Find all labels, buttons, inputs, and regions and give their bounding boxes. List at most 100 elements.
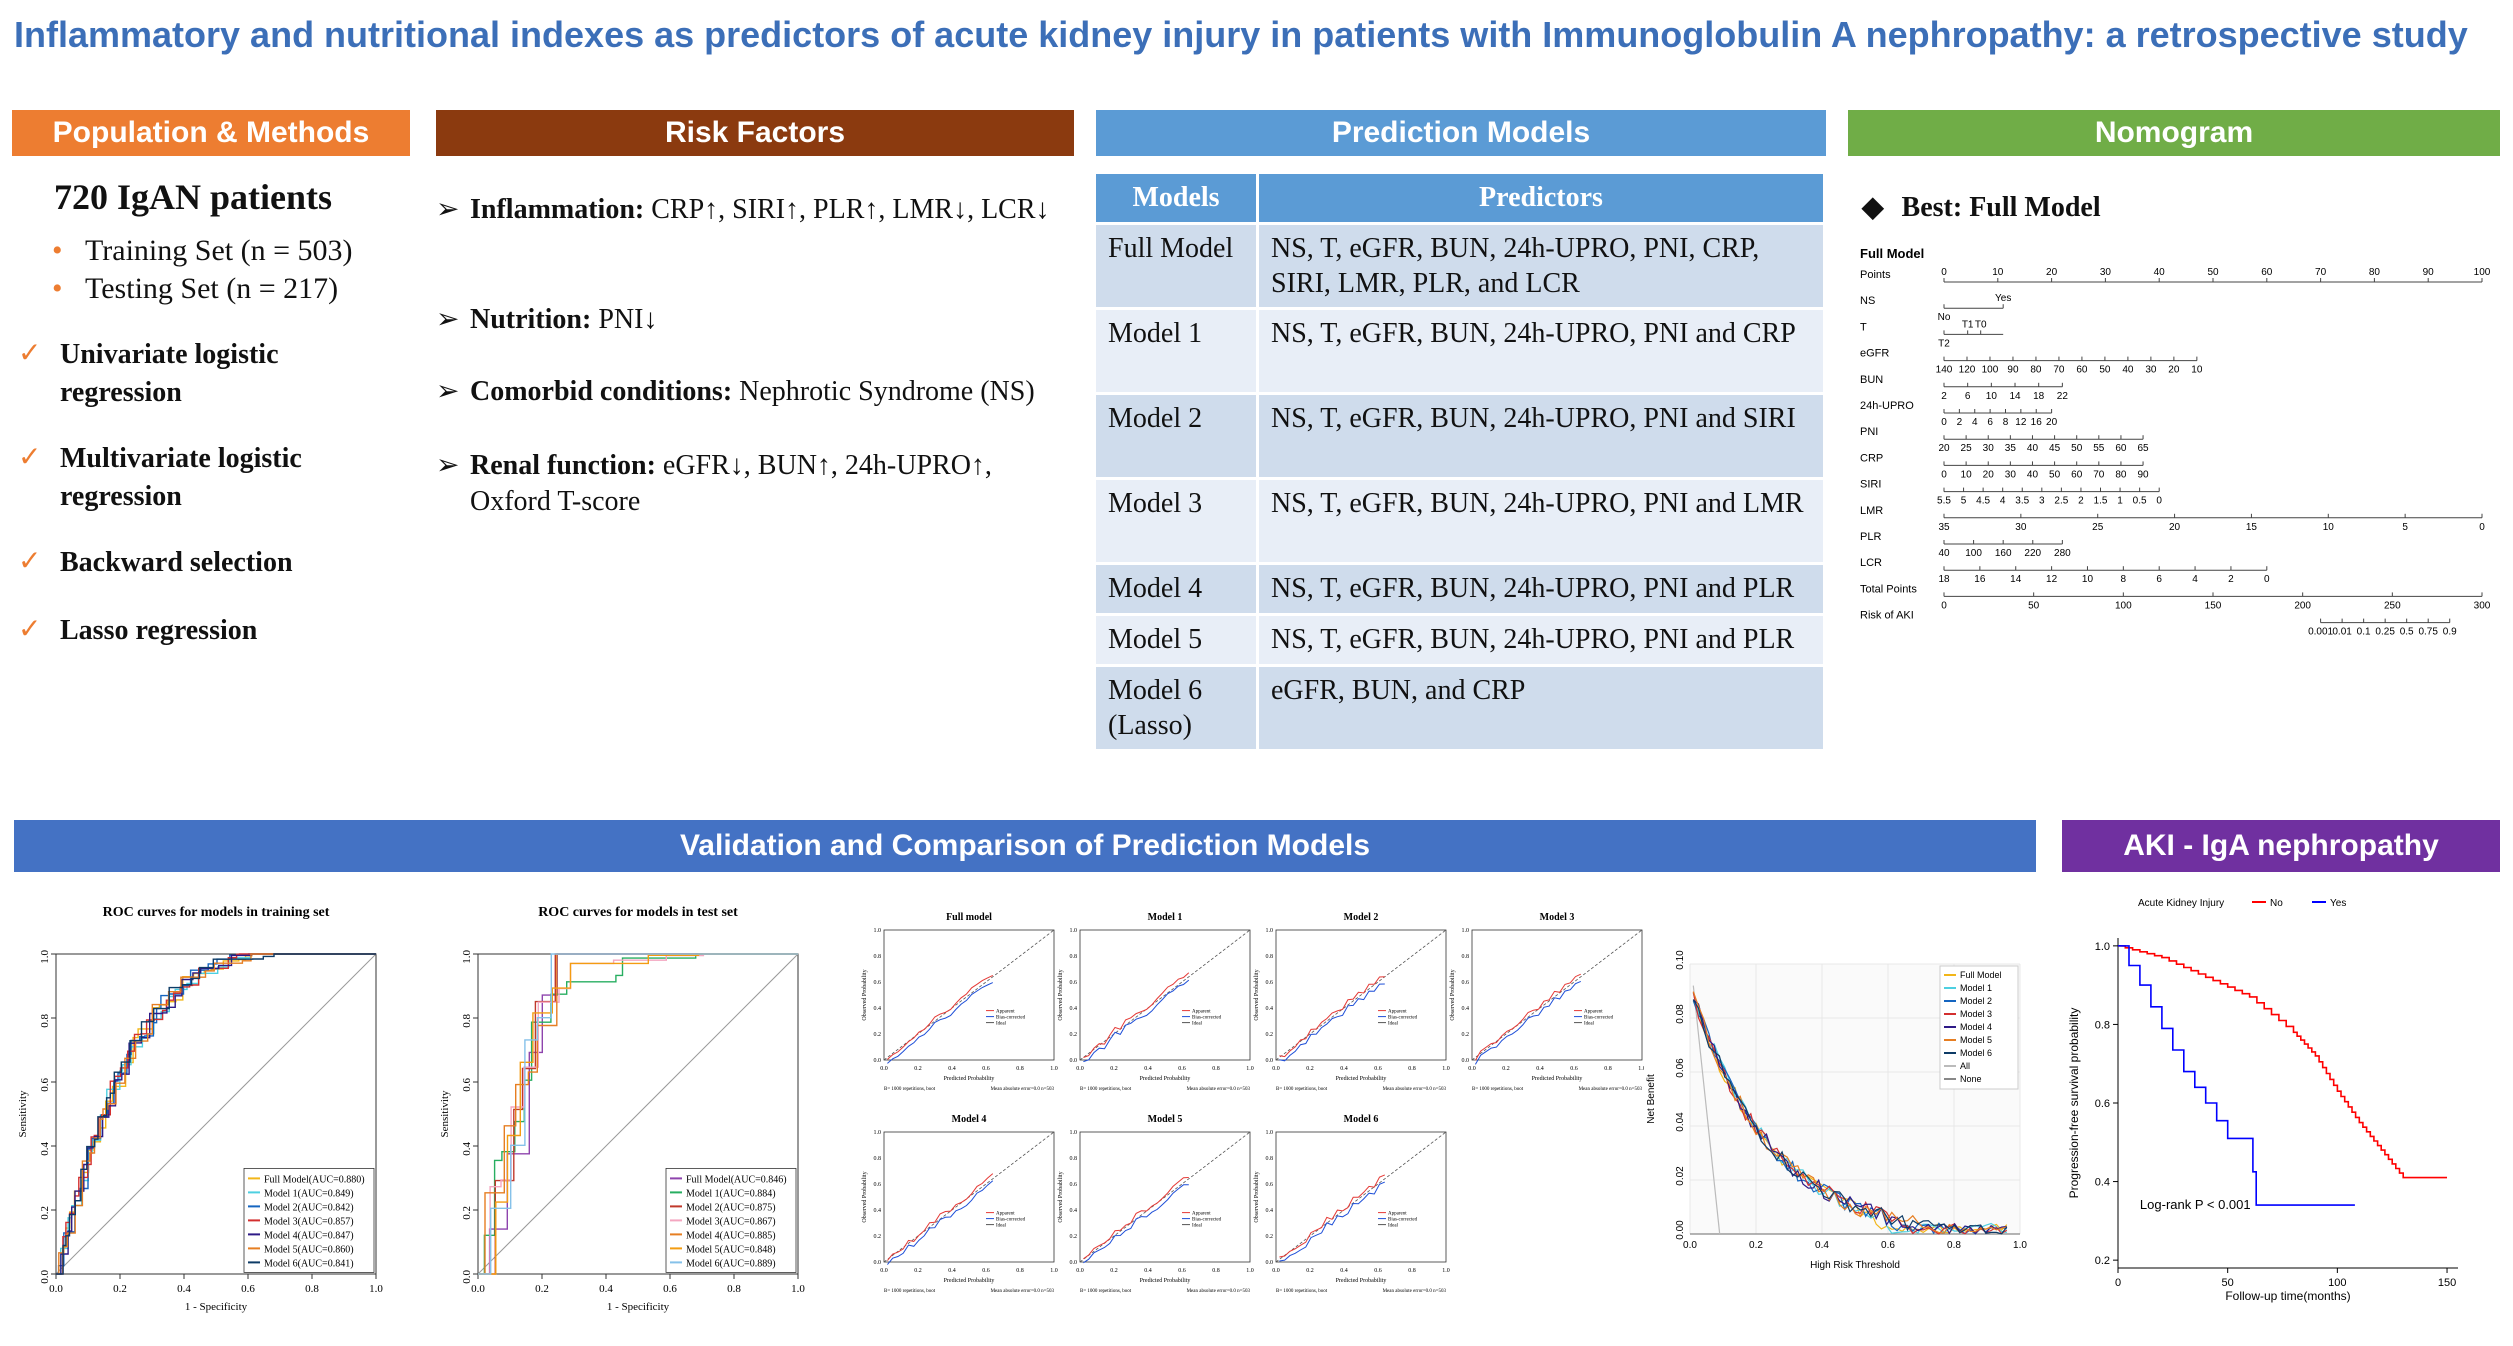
nomogram-tick-label: 35: [2005, 443, 2017, 454]
nomogram-tick-label: 4: [1972, 417, 1978, 428]
calibration-footnote: B= 1000 repetitions, boot: [1080, 1289, 1132, 1294]
roc-curve: [478, 953, 798, 1275]
nomogram-tick-label: 0: [1941, 267, 1947, 278]
dca-x-tick: 0.0: [1683, 1240, 1697, 1251]
dca-x-tick: 0.8: [1947, 1240, 1961, 1251]
km-y-tick-label: 0.4: [2095, 1177, 2110, 1189]
km-x-tick-label: 50: [2222, 1277, 2234, 1289]
nomogram-tick-label: 30: [1983, 443, 1995, 454]
nomogram-tick-label: 50: [2071, 443, 2083, 454]
roc-y-tick-label: 0.4: [461, 1142, 473, 1156]
training-set-item: • Training Set (n = 503): [52, 234, 353, 267]
calibration-legend-label: Apparent: [996, 1212, 1015, 1217]
calibration-x-tick: 0.4: [1144, 1066, 1152, 1072]
dca-x-label: High Risk Threshold: [1810, 1260, 1900, 1271]
calibration-x-tick: 0.6: [1178, 1268, 1186, 1274]
calibration-y-tick: 1.0: [1462, 928, 1470, 934]
calibration-panel-title: Model 2: [1344, 912, 1379, 923]
nomogram-tick-label: 35: [1938, 522, 1950, 533]
calibration-apparent-line: [1279, 976, 1385, 1058]
calibration-y-tick: 1.0: [1266, 928, 1274, 934]
calibration-legend-label: Apparent: [1388, 1212, 1407, 1217]
calibration-x-tick: 0.0: [1272, 1066, 1280, 1072]
calibration-x-tick: 0.6: [982, 1268, 990, 1274]
dca-all-line: [1692, 985, 1721, 1235]
calibration-y-tick: 0.4: [874, 1006, 882, 1012]
nomogram-tick-label: 6: [1987, 417, 1993, 428]
roc-curve: [56, 953, 376, 1275]
calibration-frame: [1079, 1131, 1251, 1263]
nomogram-row-label: Points: [1860, 269, 1891, 281]
calibration-x-label: Predicted Probability: [944, 1076, 995, 1082]
calibration-panel-title: Model 6: [1344, 1114, 1379, 1125]
nomogram-tick-label: 20: [2168, 365, 2180, 376]
km-x-tick-label: 150: [2438, 1277, 2456, 1289]
nomogram-tick-label: 2.5: [2054, 496, 2068, 507]
nomogram-row-label: eGFR: [1860, 348, 1889, 360]
roc-legend-label: Model 6(AUC=0.841): [264, 1258, 354, 1269]
page-title: Inflammatory and nutritional indexes as …: [14, 14, 2468, 55]
nomogram-tick-label: 50: [2099, 365, 2111, 376]
calibration-x-tick: 1.0: [1246, 1066, 1254, 1072]
calibration-y-label: Observed Probability: [862, 969, 868, 1020]
roc-legend-label: Model 2(AUC=0.842): [264, 1202, 354, 1213]
header-prediction-models: Prediction Models: [1096, 110, 1826, 156]
nomogram-tick-label: 50: [2049, 469, 2061, 480]
nomogram-tick-label: 20: [2169, 522, 2181, 533]
roc-legend: [243, 1167, 375, 1273]
risk-inflammation: ➢ Inflammation: CRP↑, SIRI↑, PLR↑, LMR↓,…: [436, 194, 1050, 225]
roc-x-label: 1 - Specificity: [185, 1301, 248, 1313]
calibration-x-tick: 0.6: [1374, 1268, 1382, 1274]
roc-y-tick-label: 0.6: [39, 1078, 51, 1092]
calibration-y-tick: 0.6: [1462, 980, 1470, 986]
dca-y-tick: 0.02: [1675, 1166, 1686, 1186]
roc-y-tick-label: 0.2: [39, 1206, 51, 1220]
nomogram-tick-label: 10: [2323, 522, 2335, 533]
calibration-x-tick: 0.4: [1340, 1066, 1348, 1072]
calibration-footnote: Mean absolute error=0.0 n=503: [991, 1087, 1055, 1092]
calibration-apparent-line: [1083, 972, 1190, 1058]
calibration-x-tick: 0.6: [982, 1066, 990, 1072]
nomogram-tick-label: 5: [1961, 496, 1967, 507]
nomogram-tick-label: Yes: [1995, 293, 2011, 304]
roc-x-tick-label: 0.8: [305, 1283, 319, 1295]
calibration-ideal-line: [1275, 1131, 1447, 1263]
roc-y-tick-label: 0.4: [39, 1142, 51, 1156]
calibration-frame: [1275, 929, 1447, 1061]
km-x-tick-label: 100: [2328, 1277, 2346, 1289]
nomogram-tick-label: 0: [2264, 574, 2270, 585]
nomogram-tick-label: 40: [2027, 469, 2039, 480]
calibration-footnote: B= 1000 repetitions, boot: [1472, 1087, 1524, 1092]
km-y-tick-label: 1.0: [2095, 941, 2110, 953]
nomogram-row-label: NS: [1860, 295, 1875, 307]
calibration-x-label: Predicted Probability: [1532, 1076, 1583, 1082]
header-risk-factors: Risk Factors: [436, 110, 1074, 156]
dca-curve: [1692, 991, 2007, 1234]
nomogram-tick-label: 140: [1936, 365, 1953, 376]
calibration-panel-title: Model 3: [1540, 912, 1575, 923]
nomogram-tick-label: 30: [2015, 522, 2027, 533]
calibration-footnote: Mean absolute error=0.0 n=503: [1579, 1087, 1643, 1092]
calibration-legend-label: Ideal: [996, 1224, 1007, 1229]
calibration-x-tick: 1.0: [1050, 1066, 1058, 1072]
nomogram-tick-label: 5.5: [1937, 496, 1951, 507]
calibration-frame: [1471, 929, 1643, 1061]
nomogram-tick-label: 70: [2053, 365, 2065, 376]
km-y-tick-label: 0.6: [2095, 1098, 2110, 1110]
km-y-label: Progression-free survival probability: [2067, 1008, 2081, 1199]
calibration-frame: [1275, 1131, 1447, 1263]
nomogram-tick-label: T0: [1975, 319, 1987, 330]
nomogram-tick-label: 100: [1982, 365, 1999, 376]
roc-legend-label: Model 3(AUC=0.857): [264, 1216, 354, 1227]
calibration-y-tick: 0.2: [874, 1032, 882, 1038]
calibration-x-tick: 0.8: [1408, 1066, 1416, 1072]
nomogram-tick-label: 14: [2009, 391, 2021, 402]
nomogram-tick-label: 10: [1961, 469, 1973, 480]
decision-curve-chart: 0.00 0.02 0.04 0.06 0.08 0.10 0.0 0.2 0.4 0.6 0.8 1…: [1646, 950, 2027, 1271]
nomogram-tick-label: 8: [2121, 574, 2127, 585]
nomogram-tick-label: 16: [2031, 417, 2043, 428]
calibration-y-tick: 0.0: [1070, 1058, 1078, 1064]
calibration-x-tick: 0.2: [1110, 1268, 1118, 1274]
calibration-y-tick: 0.8: [1462, 954, 1470, 960]
